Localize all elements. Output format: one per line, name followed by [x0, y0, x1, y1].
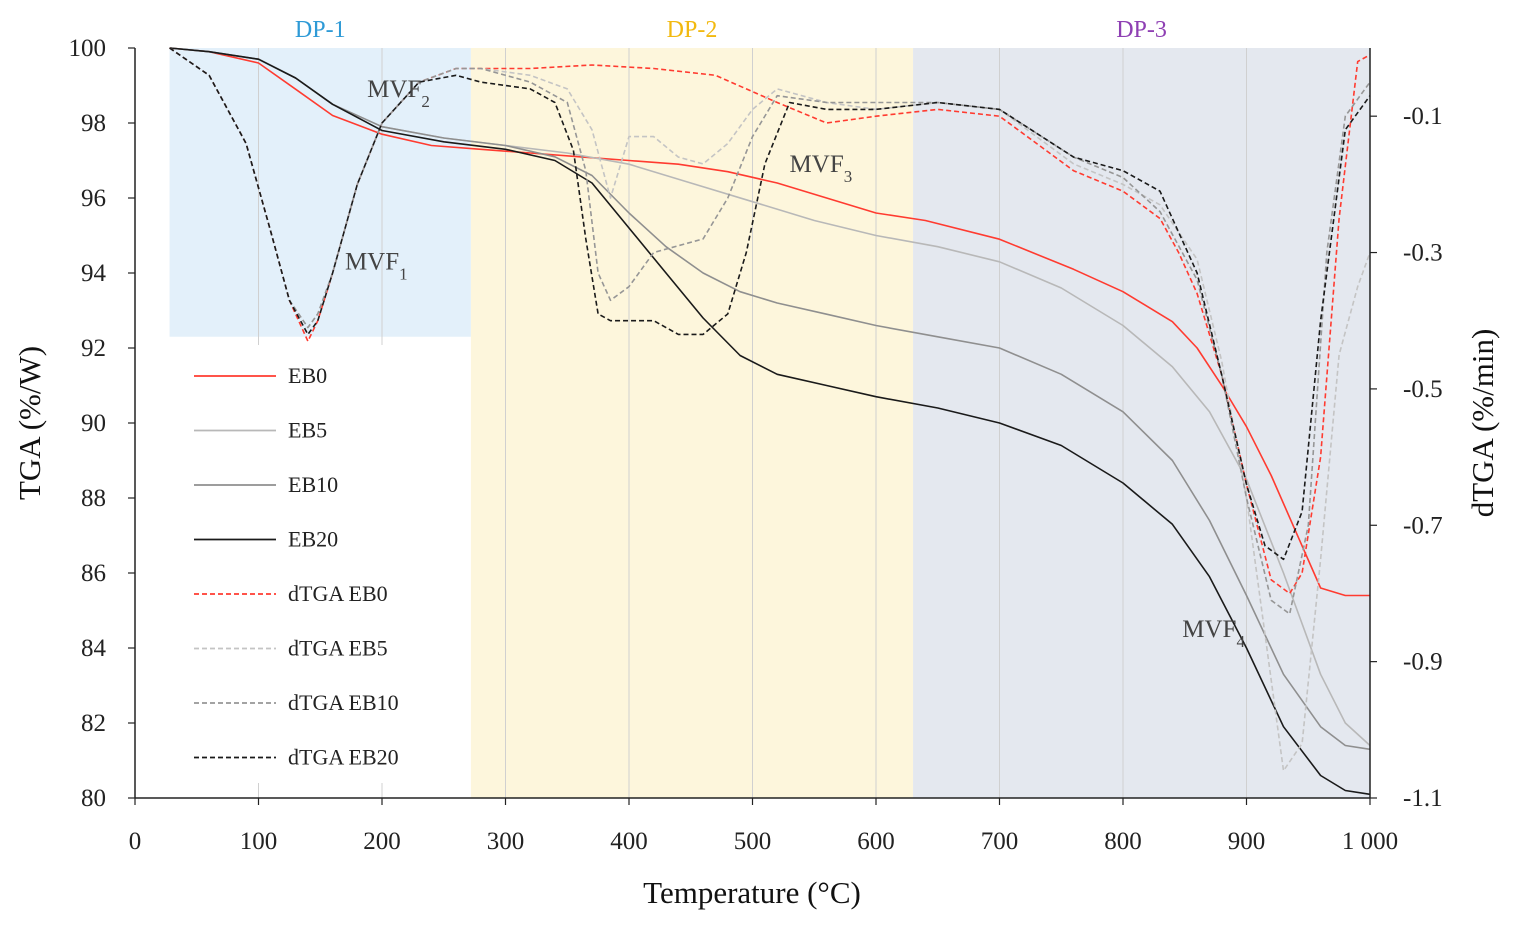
y-tick-label: 92	[81, 335, 106, 362]
x-tick-label: 1 000	[1342, 828, 1398, 855]
x-tick-label: 0	[129, 828, 142, 855]
series-layer	[169, 47, 1371, 796]
legend-label-eb20: EB20	[288, 527, 338, 552]
y-tick-label: 90	[81, 410, 106, 437]
region-label-dp-1: DP-1	[295, 17, 346, 43]
annotation-mvf1: MVF1	[345, 248, 408, 283]
y2-tick-label: -0.3	[1403, 240, 1443, 267]
y-tick-label: 96	[81, 185, 106, 212]
annotation-layer: MVF1 MVF2 MVF3 MVF4	[345, 76, 1246, 651]
series-line-dtga-eb20	[169, 47, 1371, 561]
region-layer: DP-1 DP-2 DP-3	[169, 17, 1370, 798]
x-tick-label: 900	[1228, 828, 1266, 855]
legend-label-dtga-eb10: dTGA EB10	[288, 690, 399, 715]
annotation-mvf3: MVF3	[790, 151, 853, 186]
annotation-mvf2: MVF2	[367, 76, 430, 111]
region-dp-3	[913, 48, 1370, 798]
x-tick-label: 300	[487, 828, 525, 855]
y2-tick-label: -0.7	[1403, 512, 1443, 539]
x-axis-title: Temperature (°C)	[643, 875, 861, 910]
legend-label-dtga-eb5: dTGA EB5	[288, 636, 388, 661]
series-line-eb20	[169, 47, 1371, 796]
y-tick-label: 94	[81, 260, 107, 287]
legend-label-eb0: EB0	[288, 363, 327, 388]
legend-label-dtga-eb20: dTGA EB20	[288, 745, 399, 770]
y-tick-label: 84	[81, 635, 107, 662]
y-tick-label: 82	[81, 710, 106, 737]
series-line-dtga-eb10	[169, 47, 1371, 615]
legend-label-eb10: EB10	[288, 472, 338, 497]
region-label-dp-3: DP-3	[1116, 17, 1167, 43]
y2-tick-label: -0.9	[1403, 649, 1443, 676]
y-tick-label: 80	[81, 785, 106, 812]
x-tick-label: 700	[981, 828, 1019, 855]
x-tick-label: 800	[1104, 828, 1142, 855]
x-tick-label: 400	[610, 828, 648, 855]
y-tick-label: 86	[81, 560, 106, 587]
y-axis-title: TGA (%/W)	[12, 346, 47, 500]
y2-axis-title: dTGA (%/min)	[1465, 329, 1500, 518]
y2-tick-label: -0.1	[1403, 103, 1443, 130]
y2-tick-label: -1.1	[1403, 785, 1443, 812]
region-label-dp-2: DP-2	[667, 17, 718, 43]
series-line-eb0	[169, 47, 1370, 597]
axes-layer: 0 100 200 300 400 500 600 700 800 900 1 000 80 82 84 8…	[69, 35, 1443, 855]
region-dp-2	[470, 48, 914, 798]
y-tick-label: 98	[81, 110, 106, 137]
x-tick-label: 100	[240, 828, 278, 855]
x-tick-label: 600	[857, 828, 895, 855]
legend-label-dtga-eb0: dTGA EB0	[288, 581, 388, 606]
series-line-eb10	[169, 47, 1371, 751]
y-tick-label: 88	[81, 485, 106, 512]
legend: EB0 EB5 EB10 EB20 dTGA EB0 dTGA EB5 dTGA EB10 d…	[170, 345, 440, 783]
legend-box	[170, 345, 440, 783]
x-tick-label: 500	[734, 828, 772, 855]
x-tick-label: 200	[363, 828, 401, 855]
legend-label-eb5: EB5	[288, 418, 327, 443]
series-line-dtga-eb5	[169, 47, 1371, 772]
annotation-mvf4: MVF4	[1182, 616, 1245, 651]
y-tick-label: 100	[69, 35, 107, 62]
y2-tick-label: -0.5	[1403, 376, 1443, 403]
